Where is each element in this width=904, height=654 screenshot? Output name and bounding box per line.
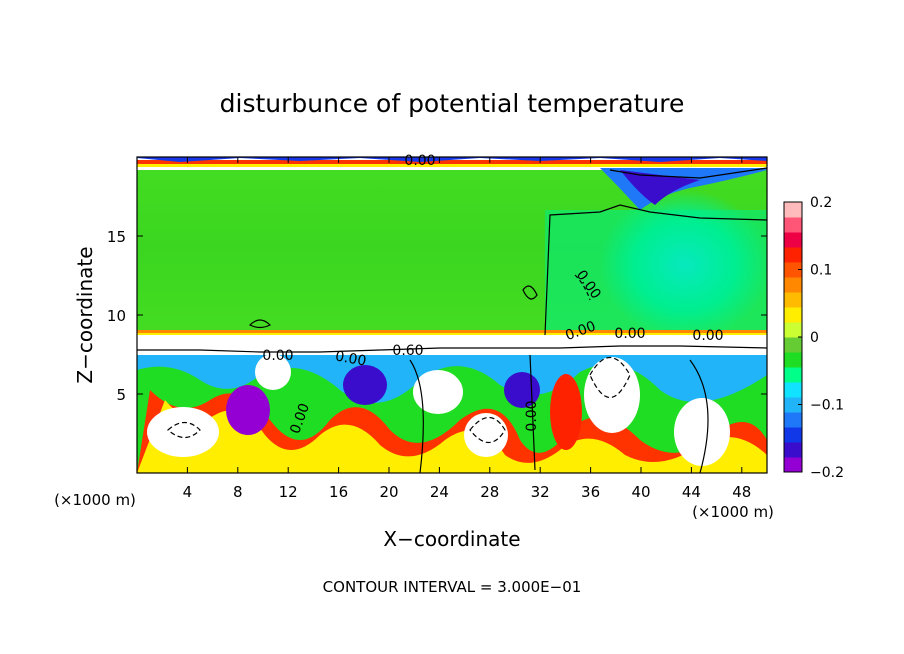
- colorbar-swatch: [784, 397, 802, 413]
- inversion-yellow: [137, 333, 767, 335]
- contour-lines: [137, 167, 768, 474]
- top-blue-wave: [137, 157, 767, 162]
- top-red-band: [137, 160, 767, 164]
- contour-label: 0.00: [614, 326, 645, 342]
- colorbar-swatch: [784, 367, 802, 383]
- colorbar-swatch: [784, 382, 802, 398]
- contour-interval-footer: CONTOUR INTERVAL = 3.000E−01: [323, 578, 582, 596]
- x-tick-label: 36: [581, 483, 600, 501]
- colorbar-swatch: [784, 412, 802, 428]
- colorbar-swatch: [784, 457, 802, 473]
- colorbar-tick-label: −0.2: [810, 465, 844, 481]
- colorbar-swatch: [784, 352, 802, 368]
- colorbar-swatch: [784, 292, 802, 308]
- colorbar-swatch: [784, 322, 802, 338]
- colorbar-swatch: [784, 442, 802, 458]
- y-axis: 5 10 15: [107, 228, 767, 404]
- colorbar-tick-label: 0: [810, 330, 819, 346]
- x-tick-label: 20: [379, 483, 398, 501]
- colorbar-tick-label: 0.2: [810, 195, 832, 211]
- contour-label: 0.00: [692, 328, 723, 344]
- contour-label: 0.00: [404, 153, 435, 169]
- inversion-red: [137, 330, 767, 333]
- colorbar-swatch: [784, 202, 802, 218]
- x-tick-label: 48: [732, 483, 751, 501]
- y-tick-label: 10: [107, 307, 126, 325]
- colorbar-swatch: [784, 262, 802, 278]
- x-axis: 4 8 12 16 20 24 28 32 36 40 44 48: [183, 157, 751, 501]
- y-tick-label: 5: [116, 386, 126, 404]
- x-tick-label: 12: [279, 483, 298, 501]
- top-plume-core: [620, 170, 700, 205]
- colorbar-swatch: [784, 232, 802, 248]
- contour-label: 0.00: [524, 400, 540, 431]
- x-tick-label: 28: [480, 483, 499, 501]
- colorbar-swatch: [784, 217, 802, 233]
- colorbar-swatch: [784, 337, 802, 353]
- colorbar-swatch: [784, 277, 802, 293]
- colorbar-tick-label: −0.1: [810, 398, 844, 414]
- chart-title: disturbunce of potential temperature: [220, 89, 685, 118]
- colorbar-swatch: [784, 247, 802, 263]
- x-unit-right: (×1000 m): [692, 503, 774, 521]
- x-tick-label: 44: [682, 483, 701, 501]
- x-tick-label: 24: [430, 483, 449, 501]
- y-tick-label: 15: [107, 228, 126, 246]
- lower-turbulence: [137, 354, 767, 473]
- x-tick-label: 32: [531, 483, 550, 501]
- x-tick-label: 40: [631, 483, 650, 501]
- contour-label: 0.00: [262, 348, 293, 364]
- x-tick-label: 4: [183, 483, 193, 501]
- colorbar-swatch: [784, 427, 802, 443]
- x-unit-left: (×1000 m): [54, 491, 136, 509]
- x-axis-label: X−coordinate: [383, 527, 520, 551]
- colorbar-tick-label: 0.1: [810, 263, 832, 279]
- contour-label: 0.60: [392, 343, 423, 359]
- x-tick-label: 16: [329, 483, 348, 501]
- plot-area: [137, 157, 767, 473]
- contour-label: 0.00: [334, 348, 367, 369]
- mid-green-region: [545, 210, 767, 335]
- colorbar: 0.2 0.1 0 −0.1 −0.2: [783, 195, 844, 481]
- y-axis-label: Z−coordinate: [73, 246, 97, 383]
- x-tick-label: 8: [233, 483, 243, 501]
- colorbar-swatch: [784, 307, 802, 323]
- top-yellow-band: [137, 164, 767, 167]
